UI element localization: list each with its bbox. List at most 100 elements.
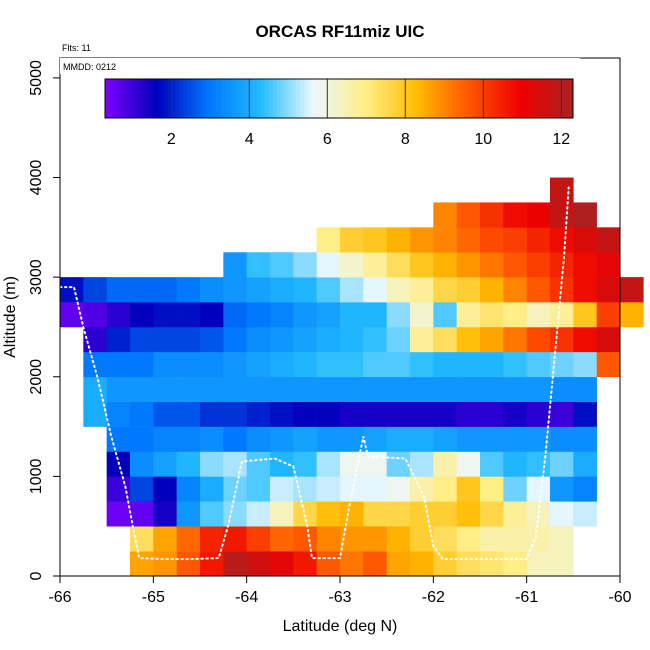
annotation-box: [60, 58, 580, 74]
colorbar-tick-label: 8: [401, 131, 410, 148]
heatmap-cell: [573, 476, 597, 502]
heatmap-cell: [60, 277, 84, 303]
heatmap-cell: [386, 451, 411, 477]
heatmap-cell: [223, 526, 247, 552]
colorbar-swatch: [514, 79, 519, 118]
x-tick-label: -61: [515, 589, 538, 606]
colorbar-swatch: [444, 79, 449, 118]
y-axis: 0 1000 2000 3000 4000 5000: [28, 60, 60, 580]
heatmap-cell: [410, 526, 434, 552]
colorbar-swatch: [385, 79, 391, 118]
colorbar-swatch: [350, 79, 355, 118]
heatmap-cell: [480, 526, 504, 552]
colorbar-swatch: [346, 79, 352, 118]
heatmap-cell: [410, 501, 434, 527]
colorbar-tick-label: 6: [323, 131, 332, 148]
colorbar-swatch: [448, 79, 453, 118]
heatmap-cell: [363, 227, 387, 253]
heatmap-cell: [200, 376, 224, 402]
heatmap-cell: [386, 277, 411, 303]
heatmap-cell: [433, 351, 457, 378]
heatmap-cell: [200, 326, 224, 353]
heatmap-cell: [363, 326, 387, 353]
y-tick-label: 5000: [28, 60, 45, 96]
heatmap-cell: [316, 277, 341, 303]
heatmap-cell: [573, 227, 597, 253]
colorbar-swatch: [370, 79, 375, 118]
colorbar-swatch: [491, 79, 496, 118]
heatmap-cell: [176, 302, 201, 328]
heatmap-cell: [83, 277, 107, 303]
colorbar-swatch: [327, 79, 332, 118]
heatmap-cell: [270, 451, 294, 477]
heatmap-cell: [456, 202, 481, 228]
colorbar-swatch: [105, 79, 110, 118]
heatmap-cell: [316, 451, 341, 477]
heatmap-cell: [363, 252, 387, 278]
heatmap-cell: [433, 202, 457, 228]
colorbar-swatch: [284, 79, 289, 118]
heatmap-cell: [363, 526, 387, 552]
colorbar-swatch: [459, 79, 465, 118]
heatmap-cell: [340, 302, 364, 328]
heatmap-cell: [223, 426, 247, 452]
heatmap-cell: [363, 451, 387, 477]
colorbar-swatch: [389, 79, 394, 118]
x-axis-label: Latitude (deg N): [283, 618, 398, 635]
heatmap-cell: [363, 351, 387, 378]
heatmap-cell: [480, 227, 504, 253]
heatmap-cell: [503, 252, 527, 278]
heatmap-cell: [433, 326, 457, 353]
heatmap-cell: [176, 401, 201, 427]
colorbar-swatch: [222, 79, 227, 118]
chart-title: ORCAS RF11miz UIC: [255, 22, 424, 41]
colorbar-swatch: [261, 79, 266, 118]
heatmap-cell: [176, 551, 201, 577]
colorbar-swatch: [163, 79, 168, 118]
heatmap-cell: [410, 326, 434, 353]
heatmap-cell: [386, 401, 411, 427]
heatmap-cell: [106, 501, 131, 527]
heatmap-cell: [200, 302, 224, 328]
heatmap-cell: [176, 426, 201, 452]
heatmap-cell: [340, 376, 364, 402]
heatmap-cell: [340, 252, 364, 278]
heatmap-cell: [386, 501, 411, 527]
heatmap-cell: [410, 227, 434, 253]
colorbar-swatch: [225, 79, 231, 118]
colorbar-swatch: [378, 79, 383, 118]
colorbar-swatch: [171, 79, 176, 118]
heatmap-cell: [316, 302, 341, 328]
heatmap-cell: [573, 351, 597, 378]
heatmap-cell: [246, 476, 271, 502]
heatmap-cell: [433, 551, 457, 577]
heatmap-cell: [83, 351, 107, 378]
colorbar-swatch: [288, 79, 293, 118]
heatmap-cell: [223, 252, 247, 278]
heatmap-cell: [153, 526, 177, 552]
colorbar-swatch: [296, 79, 301, 118]
heatmap-cell: [503, 202, 527, 228]
heatmap-cell: [340, 277, 364, 303]
colorbar-swatch: [303, 79, 309, 118]
heatmap-cell: [153, 426, 177, 452]
heatmap-cell: [363, 501, 387, 527]
heatmap-cell: [340, 326, 364, 353]
heatmap-cell: [480, 501, 504, 527]
heatmap-cell: [176, 376, 201, 402]
y-tick-label: 2000: [28, 359, 45, 395]
heatmap-cell: [526, 401, 551, 427]
heatmap-cell: [106, 426, 131, 452]
heatmap-cell: [410, 451, 434, 477]
heatmap-cell: [83, 376, 107, 402]
heatmap-cell: [410, 551, 434, 577]
heatmap-cell: [550, 451, 574, 477]
colorbar-swatch: [510, 79, 515, 118]
colorbar-swatch: [272, 79, 277, 118]
heatmap-cell: [596, 252, 621, 278]
heatmap-cell: [246, 526, 271, 552]
heatmap-cell: [106, 326, 131, 353]
heatmap-cell: [550, 277, 574, 303]
colorbar-swatch: [428, 79, 433, 118]
heatmap-cell: [176, 526, 201, 552]
